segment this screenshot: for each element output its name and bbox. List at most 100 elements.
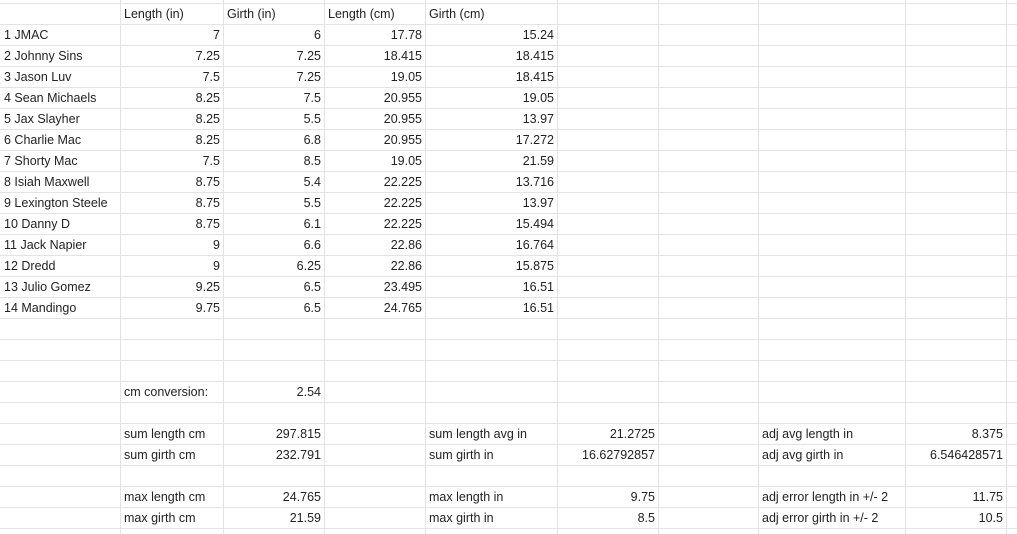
length-cm-cell[interactable]: 17.78: [390, 28, 422, 42]
row-name-cell[interactable]: 13 Julio Gomez: [4, 280, 91, 294]
length-in-cell[interactable]: 7.25: [195, 49, 220, 63]
max-girth-in-value[interactable]: 8.5: [637, 511, 655, 525]
row-name-cell[interactable]: 10 Danny D: [4, 217, 71, 231]
length-cm-cell[interactable]: 22.225: [383, 196, 422, 210]
sum-length-cm-label[interactable]: sum length cm: [124, 427, 206, 441]
row-name-cell[interactable]: 14 Mandingo: [4, 301, 77, 315]
cm-conversion-value[interactable]: 2.54: [296, 385, 321, 399]
row-name-cell[interactable]: 3 Jason Luv: [4, 70, 72, 84]
row-name-cell[interactable]: 12 Dredd: [4, 259, 56, 273]
girth-cm-cell[interactable]: 18.415: [515, 49, 554, 63]
length-in-cell[interactable]: 9.75: [195, 301, 220, 315]
adj-avg-girth-label[interactable]: adj avg girth in: [762, 448, 844, 462]
girth-cm-cell[interactable]: 15.494: [515, 217, 554, 231]
adj-error-girth-label[interactable]: adj error girth in +/- 2: [762, 511, 879, 525]
girth-cm-cell[interactable]: 17.272: [515, 133, 554, 147]
girth-cm-cell[interactable]: 13.97: [522, 196, 554, 210]
girth-in-cell[interactable]: 6.25: [296, 259, 321, 273]
row-name-cell[interactable]: 11 Jack Napier: [4, 238, 87, 252]
girth-in-cell[interactable]: 6.5: [303, 280, 321, 294]
girth-cm-cell[interactable]: 13.716: [515, 175, 554, 189]
row-name-cell[interactable]: 7 Shorty Mac: [4, 154, 78, 168]
length-cm-cell[interactable]: 22.86: [390, 238, 422, 252]
length-cm-cell[interactable]: 22.86: [390, 259, 422, 273]
length-in-cell[interactable]: 8.25: [195, 91, 220, 105]
adj-error-length-label[interactable]: adj error length in +/- 2: [762, 490, 889, 504]
girth-in-cell[interactable]: 6.5: [303, 301, 321, 315]
girth-in-cell[interactable]: 5.5: [303, 112, 321, 126]
row-name-cell[interactable]: 5 Jax Slayher: [4, 112, 80, 126]
sum-girth-cm-value[interactable]: 232.791: [275, 448, 321, 462]
length-cm-cell[interactable]: 23.495: [383, 280, 422, 294]
girth-in-cell[interactable]: 6.8: [303, 133, 321, 147]
row-name-cell[interactable]: 2 Johnny Sins: [4, 49, 83, 63]
row-name-cell[interactable]: 1 JMAC: [4, 28, 49, 42]
girth-in-cell[interactable]: 5.4: [303, 175, 321, 189]
sum-girth-in-label[interactable]: sum girth in: [429, 448, 494, 462]
sum-girth-cm-label[interactable]: sum girth cm: [124, 448, 196, 462]
length-in-cell[interactable]: 7.5: [202, 154, 220, 168]
row-name-cell[interactable]: 6 Charlie Mac: [4, 133, 82, 147]
girth-in-cell[interactable]: 6.6: [303, 238, 321, 252]
max-length-cm-label[interactable]: max length cm: [124, 490, 206, 504]
length-cm-cell[interactable]: 24.765: [383, 301, 422, 315]
adj-error-length-value[interactable]: 11.75: [972, 490, 1003, 504]
max-length-in-value[interactable]: 9.75: [630, 490, 655, 504]
girth-cm-cell[interactable]: 18.415: [515, 70, 554, 84]
length-in-cell[interactable]: 8.75: [195, 196, 220, 210]
length-cm-cell[interactable]: 22.225: [383, 175, 422, 189]
sum-length-avg-in-label[interactable]: sum length avg in: [429, 427, 527, 441]
sum-girth-in-value[interactable]: 16.62792857: [582, 448, 655, 462]
girth-in-cell[interactable]: 6.1: [303, 217, 321, 231]
length-cm-cell[interactable]: 20.955: [383, 133, 422, 147]
header-length-in[interactable]: Length (in): [124, 7, 184, 21]
girth-in-cell[interactable]: 8.5: [303, 154, 321, 168]
max-girth-cm-label[interactable]: max girth cm: [124, 511, 196, 525]
adj-avg-length-value[interactable]: 8.375: [971, 427, 1003, 441]
girth-cm-cell[interactable]: 16.764: [515, 238, 554, 252]
max-length-cm-value[interactable]: 24.765: [282, 490, 321, 504]
length-cm-cell[interactable]: 20.955: [383, 112, 422, 126]
max-girth-cm-value[interactable]: 21.59: [289, 511, 321, 525]
length-cm-cell[interactable]: 19.05: [390, 70, 422, 84]
length-in-cell[interactable]: 8.25: [195, 112, 220, 126]
adj-avg-girth-value[interactable]: 6.546428571: [930, 448, 1003, 462]
length-cm-cell[interactable]: 19.05: [390, 154, 422, 168]
girth-cm-cell[interactable]: 16.51: [522, 280, 554, 294]
length-in-cell[interactable]: 8.75: [195, 175, 220, 189]
girth-cm-cell[interactable]: 16.51: [522, 301, 554, 315]
adj-avg-length-label[interactable]: adj avg length in: [762, 427, 854, 441]
girth-cm-cell[interactable]: 13.97: [522, 112, 554, 126]
girth-in-cell[interactable]: 7.5: [303, 91, 321, 105]
girth-cm-cell[interactable]: 21.59: [522, 154, 554, 168]
girth-in-cell[interactable]: 5.5: [303, 196, 321, 210]
length-in-cell[interactable]: 9.25: [195, 280, 220, 294]
sum-length-cm-value[interactable]: 297.815: [275, 427, 321, 441]
length-in-cell[interactable]: 7.5: [202, 70, 220, 84]
header-length-cm[interactable]: Length (cm): [328, 7, 395, 21]
sum-length-avg-in-value[interactable]: 21.2725: [609, 427, 655, 441]
girth-cm-cell[interactable]: 15.24: [522, 28, 554, 42]
length-cm-cell[interactable]: 18.415: [383, 49, 422, 63]
girth-cm-cell[interactable]: 15.875: [515, 259, 554, 273]
length-in-cell[interactable]: 8.25: [195, 133, 220, 147]
length-in-cell[interactable]: 9: [213, 238, 220, 252]
length-in-cell[interactable]: 7: [213, 28, 220, 42]
girth-in-cell[interactable]: 7.25: [296, 70, 321, 84]
cm-conversion-label[interactable]: cm conversion:: [124, 385, 209, 399]
header-girth-cm[interactable]: Girth (cm): [429, 7, 485, 21]
length-in-cell[interactable]: 9: [213, 259, 220, 273]
length-cm-cell[interactable]: 20.955: [383, 91, 422, 105]
row-name-cell[interactable]: 4 Sean Michaels: [4, 91, 97, 105]
girth-in-cell[interactable]: 7.25: [296, 49, 321, 63]
row-name-cell[interactable]: 9 Lexington Steele: [4, 196, 108, 210]
max-girth-in-label[interactable]: max girth in: [429, 511, 494, 525]
girth-cm-cell[interactable]: 19.05: [522, 91, 554, 105]
adj-error-girth-value[interactable]: 10.5: [978, 511, 1003, 525]
header-girth-in[interactable]: Girth (in): [227, 7, 276, 21]
max-length-in-label[interactable]: max length in: [429, 490, 504, 504]
length-cm-cell[interactable]: 22.225: [383, 217, 422, 231]
length-in-cell[interactable]: 8.75: [195, 217, 220, 231]
girth-in-cell[interactable]: 6: [314, 28, 321, 42]
